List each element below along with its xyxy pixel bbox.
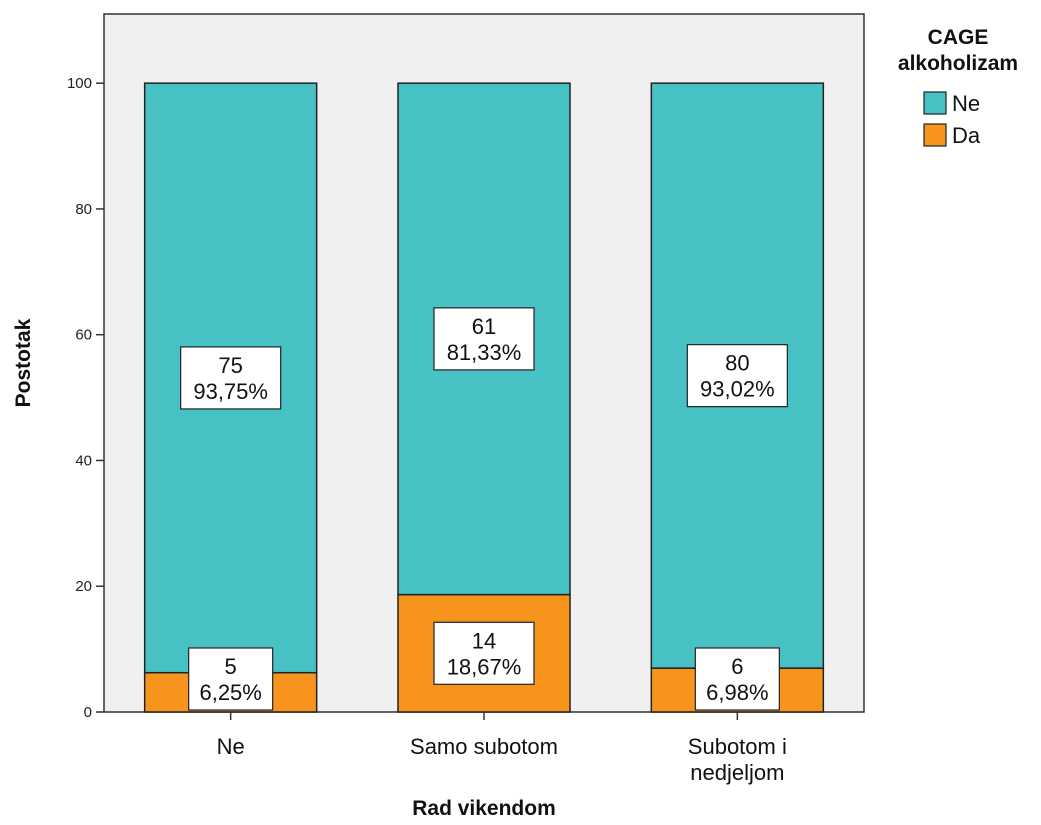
y-tick-label: 60 xyxy=(75,327,92,344)
data-label-percent: 81,33% xyxy=(447,340,522,365)
x-category-label: Samo subotom xyxy=(410,734,558,759)
y-axis-title: Postotak xyxy=(12,318,35,407)
data-label: 66,98% xyxy=(694,647,780,711)
data-label-percent: 6,25% xyxy=(199,680,261,705)
data-label: 56,25% xyxy=(188,647,274,711)
x-category-label: Subotom i xyxy=(688,734,787,759)
x-category-label: nedjeljom xyxy=(690,760,784,785)
legend: CAGE alkoholizam Ne Da xyxy=(898,26,1018,148)
x-category-label: Ne xyxy=(217,734,245,759)
legend-title: alkoholizam xyxy=(898,52,1018,75)
y-tick-label: 80 xyxy=(75,201,92,218)
data-label-count: 80 xyxy=(725,351,749,376)
x-axis-title: Rad vikendom xyxy=(412,797,556,820)
y-tick-label: 100 xyxy=(67,75,92,92)
data-label-count: 61 xyxy=(472,314,496,339)
legend-title: CAGE xyxy=(928,26,989,49)
legend-label: Da xyxy=(952,123,981,148)
data-label-count: 14 xyxy=(472,628,496,653)
data-label-count: 6 xyxy=(731,654,743,679)
data-label-percent: 93,75% xyxy=(193,379,268,404)
data-label-count: 5 xyxy=(225,654,237,679)
legend-swatch-da xyxy=(923,123,947,147)
legend-label: Ne xyxy=(952,91,980,116)
data-label-percent: 18,67% xyxy=(447,654,522,679)
data-label-percent: 93,02% xyxy=(700,377,775,402)
data-label-percent: 6,98% xyxy=(706,680,768,705)
legend-swatch-ne xyxy=(923,91,947,115)
data-labels-group: 56,25%7593,75%1418,67%6181,33%66,98%8093… xyxy=(180,307,788,711)
data-label-count: 75 xyxy=(218,353,242,378)
y-axis: 0 20 40 60 80 100 xyxy=(67,75,104,721)
y-tick-label: 40 xyxy=(75,452,92,469)
y-tick-label: 20 xyxy=(75,578,92,595)
y-tick-label: 0 xyxy=(84,704,92,721)
